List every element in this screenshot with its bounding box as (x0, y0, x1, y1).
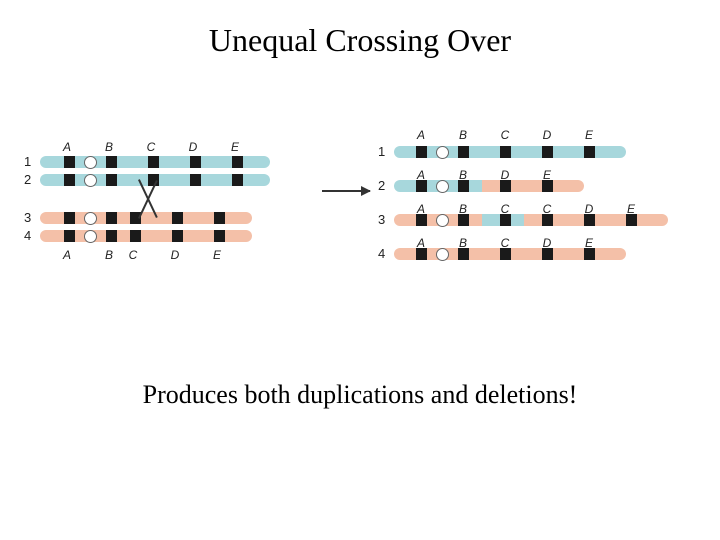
gene-label: B (456, 202, 470, 216)
gene-band (64, 230, 75, 242)
gene-label: A (60, 248, 74, 262)
gene-label: E (210, 248, 224, 262)
gene-band (542, 146, 553, 158)
centromere (84, 174, 97, 187)
gene-band (106, 156, 117, 168)
crossing-over-diagram: ABCDE1234ABCDE1ABCDE2ABDE3ABCCDE4ABCDE (22, 140, 698, 310)
centromere (84, 230, 97, 243)
gene-label: A (414, 236, 428, 250)
gene-band (172, 212, 183, 224)
chromosome-number: 3 (378, 212, 385, 227)
gene-label: D (186, 140, 200, 154)
gene-band (106, 212, 117, 224)
chromosome-number: 2 (378, 178, 385, 193)
gene-label: A (414, 168, 428, 182)
gene-band (106, 230, 117, 242)
gene-band (500, 146, 511, 158)
gene-label: B (456, 236, 470, 250)
slide: Unequal Crossing Over Produces both dupl… (0, 0, 720, 540)
chromosome-number: 4 (378, 246, 385, 261)
gene-label: C (498, 128, 512, 142)
centromere (436, 180, 449, 193)
slide-caption: Produces both duplications and deletions… (0, 380, 720, 410)
gene-label: D (582, 202, 596, 216)
centromere (84, 212, 97, 225)
gene-label: A (414, 202, 428, 216)
gene-band (64, 212, 75, 224)
gene-label: E (582, 128, 596, 142)
chromosome-number: 1 (24, 154, 31, 169)
gene-label: B (456, 128, 470, 142)
gene-band (148, 156, 159, 168)
gene-label: C (540, 202, 554, 216)
centromere (436, 146, 449, 159)
gene-band (584, 146, 595, 158)
chromosome-number: 4 (24, 228, 31, 243)
gene-label: D (168, 248, 182, 262)
gene-band (130, 230, 141, 242)
gene-label: B (102, 140, 116, 154)
gene-label: D (498, 168, 512, 182)
gene-band (214, 230, 225, 242)
centromere (84, 156, 97, 169)
gene-band (416, 146, 427, 158)
gene-label: E (540, 168, 554, 182)
arrow-icon (322, 190, 370, 192)
gene-label: C (144, 140, 158, 154)
gene-label: A (414, 128, 428, 142)
slide-title: Unequal Crossing Over (0, 22, 720, 59)
gene-band (172, 230, 183, 242)
gene-label: C (498, 236, 512, 250)
gene-label: E (228, 140, 242, 154)
gene-band (190, 174, 201, 186)
centromere (436, 248, 449, 261)
gene-label: C (498, 202, 512, 216)
gene-label: B (456, 168, 470, 182)
gene-band (190, 156, 201, 168)
gene-band (214, 212, 225, 224)
gene-label: D (540, 236, 554, 250)
chromosome-number: 3 (24, 210, 31, 225)
gene-label: D (540, 128, 554, 142)
centromere (436, 214, 449, 227)
gene-label: C (126, 248, 140, 262)
gene-band (106, 174, 117, 186)
gene-band (232, 174, 243, 186)
gene-label: E (582, 236, 596, 250)
gene-band (232, 156, 243, 168)
chromosome-number: 1 (378, 144, 385, 159)
gene-band (458, 146, 469, 158)
gene-label: A (60, 140, 74, 154)
chromosome-number: 2 (24, 172, 31, 187)
gene-label: E (624, 202, 638, 216)
gene-band (64, 174, 75, 186)
gene-label: B (102, 248, 116, 262)
gene-band (64, 156, 75, 168)
